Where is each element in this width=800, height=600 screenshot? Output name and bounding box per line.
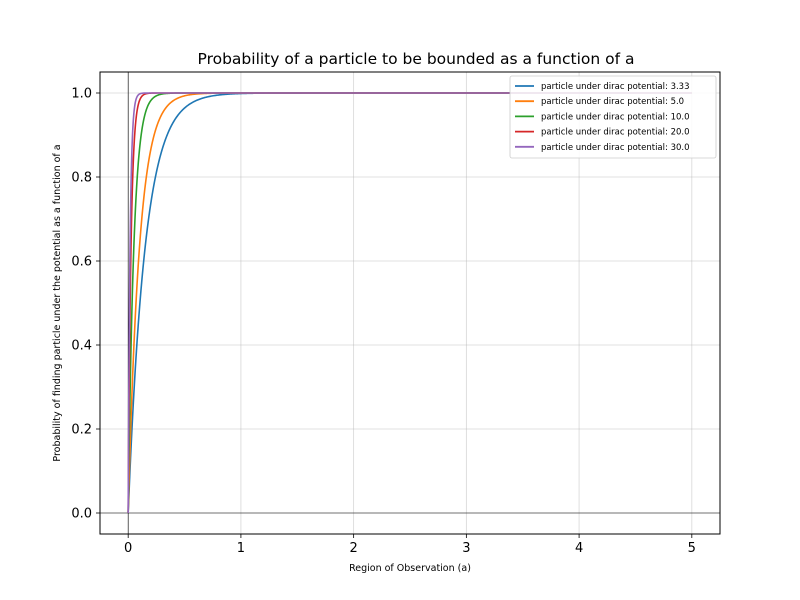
legend-entry: particle under dirac potential: 10.0 [541, 112, 690, 122]
y-tick-label: 0.0 [71, 507, 92, 522]
y-tick-label: 0.6 [71, 255, 92, 270]
x-tick-label: 5 [688, 541, 696, 556]
plot-frame [99, 71, 721, 535]
x-tick-label: 3 [462, 541, 470, 556]
legend: particle under dirac potential: 3.33 part… [509, 75, 717, 159]
y-tick-label: 1.0 [71, 87, 92, 102]
x-axis-label: Region of Observation (a) [349, 563, 471, 574]
x-tick-label: 0 [124, 541, 132, 556]
x-tick-label: 4 [575, 541, 583, 556]
series-layer [127, 92, 692, 514]
y-axis: 0.0 0.2 0.4 0.6 0.8 1.0 [71, 87, 100, 522]
legend-entry: particle under dirac potential: 3.33 [541, 82, 690, 92]
y-axis-label: Probability of finding particle under th… [52, 144, 63, 461]
legend-box [509, 75, 717, 159]
x-axis: 0 1 2 3 4 5 [124, 534, 696, 556]
legend-entry: particle under dirac potential: 20.0 [541, 128, 690, 138]
y-tick-label: 0.8 [71, 171, 92, 186]
series-line-4 [127, 92, 692, 514]
chart-title: Probability of a particle to be bounded … [198, 50, 635, 68]
y-tick-label: 0.4 [71, 339, 92, 354]
legend-entry: particle under dirac potential: 5.0 [541, 97, 684, 107]
y-tick-label: 0.2 [71, 423, 92, 438]
x-tick-label: 1 [237, 541, 245, 556]
legend-entry: particle under dirac potential: 30.0 [541, 143, 690, 153]
x-tick-label: 2 [349, 541, 357, 556]
